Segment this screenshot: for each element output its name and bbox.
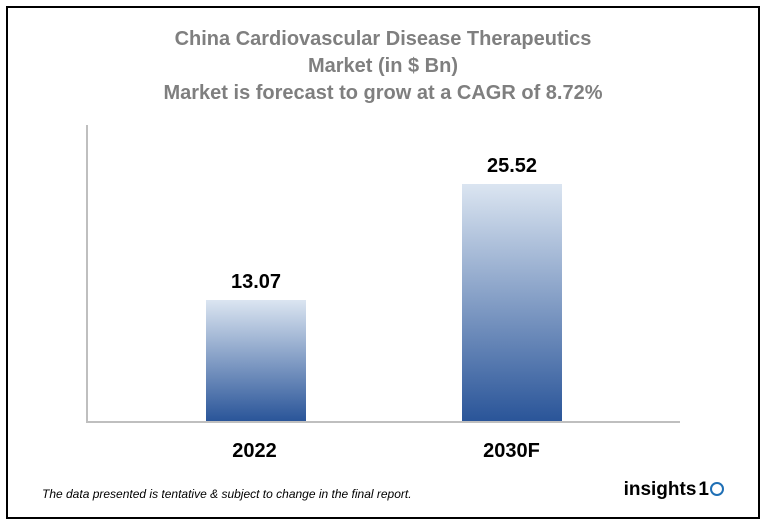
bar-value-2030f: 25.52: [487, 155, 537, 178]
chart-frame: China Cardiovascular Disease Therapeutic…: [6, 6, 760, 519]
x-label-2022: 2022: [185, 440, 325, 463]
bar-value-2022: 13.07: [231, 271, 281, 294]
logo-text: insights: [624, 479, 697, 501]
title-line-3: Market is forecast to grow at a CAGR of …: [36, 80, 730, 107]
chart-title: China Cardiovascular Disease Therapeutic…: [36, 26, 730, 107]
bar-group-2030f: 25.52: [442, 155, 582, 421]
bar-group-2022: 13.07: [186, 271, 326, 421]
insights10-logo: insights 1: [624, 479, 724, 501]
disclaimer-text: The data presented is tentative & subjec…: [42, 487, 412, 501]
x-label-2030f: 2030F: [442, 440, 582, 463]
chart-area: 13.07 25.52 2022 2030F: [56, 115, 710, 469]
bar-2022: [206, 300, 306, 421]
title-line-1: China Cardiovascular Disease Therapeutic…: [36, 26, 730, 53]
x-axis-labels: 2022 2030F: [86, 440, 680, 463]
logo-one-glyph: 1: [698, 479, 709, 500]
bars-container: 13.07 25.52: [88, 125, 680, 421]
plot-region: 13.07 25.52: [86, 125, 680, 423]
footer: The data presented is tentative & subjec…: [36, 479, 730, 505]
bar-2030f: [462, 184, 562, 421]
logo-ten: 1: [698, 479, 724, 501]
title-line-2: Market (in $ Bn): [36, 53, 730, 80]
logo-zero-icon: [710, 482, 724, 496]
